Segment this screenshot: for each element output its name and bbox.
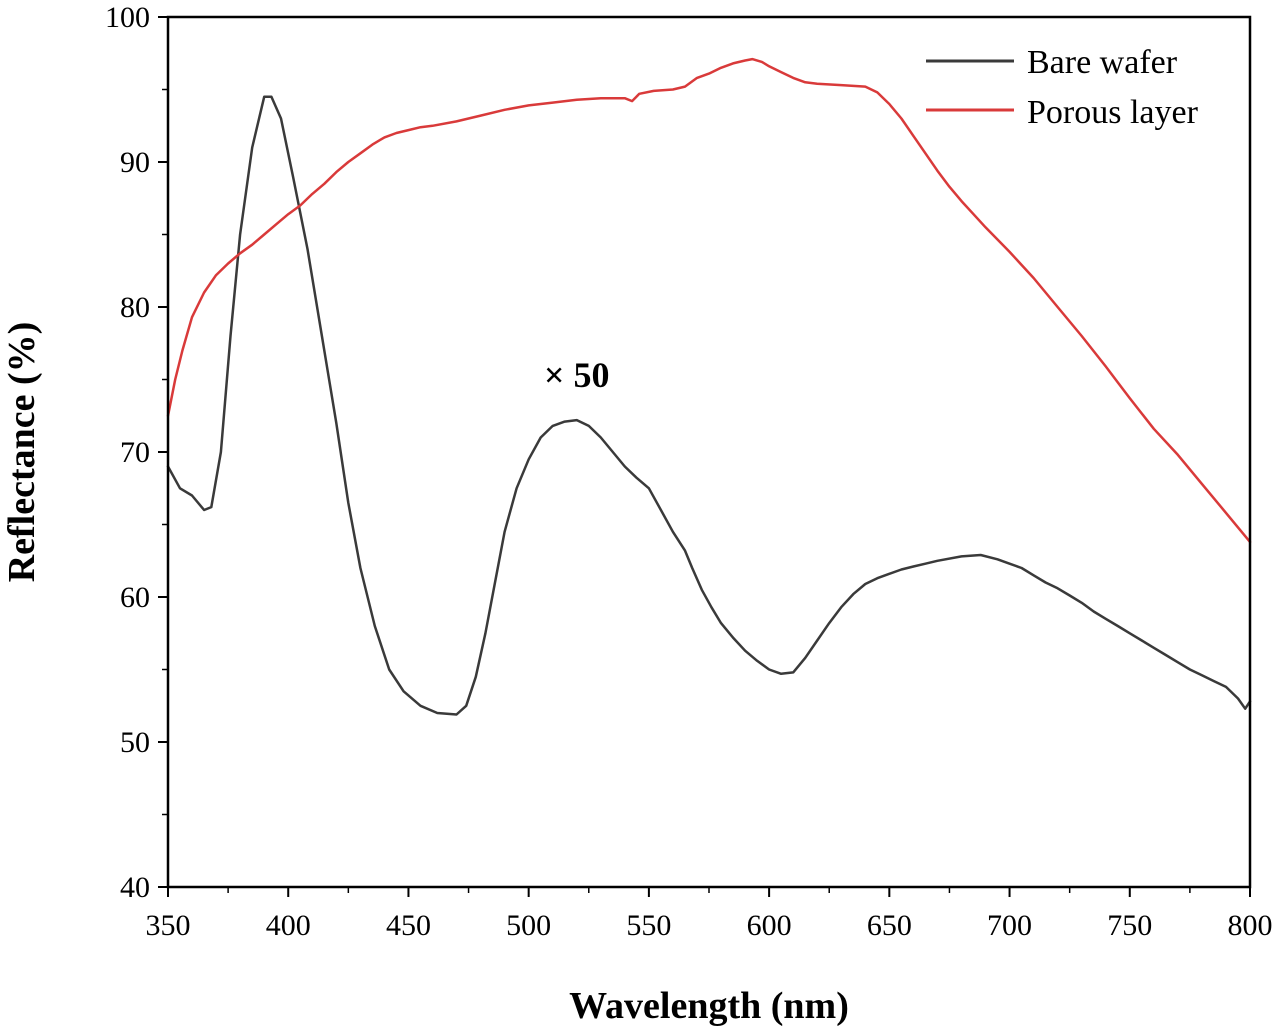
- legend-label-porous-layer: Porous layer: [1027, 94, 1199, 131]
- legend-label-bare-wafer: Bare wafer: [1027, 44, 1178, 81]
- x-tick-label: 500: [506, 909, 551, 942]
- series-line-porous-layer: [166, 57, 1252, 544]
- x-tick-label: 750: [1107, 909, 1152, 942]
- y-tick-label: 70: [120, 436, 150, 469]
- x-tick-label: 550: [626, 909, 671, 942]
- scale-annotation: × 50: [544, 355, 610, 395]
- y-tick-label: 50: [120, 726, 150, 759]
- y-tick-label: 100: [105, 1, 150, 34]
- x-axis-title: Wavelength (nm): [569, 985, 849, 1027]
- y-axis-title: Reflectance (%): [1, 322, 43, 583]
- x-tick-label: 350: [146, 909, 191, 942]
- series-layer: [166, 57, 1252, 716]
- series-line-bare-wafer: [166, 95, 1252, 716]
- x-tick-label: 400: [266, 909, 311, 942]
- y-tick-label: 60: [120, 581, 150, 614]
- legend: Bare wafer Porous layer: [926, 44, 1199, 131]
- x-tick-label: 600: [747, 909, 792, 942]
- y-tick-label: 40: [120, 871, 150, 904]
- x-tick-label: 800: [1228, 909, 1273, 942]
- ticks-layer: 350 400 450 500 550 600 650 700 750 800 40 50 60 70 80…: [105, 1, 1273, 942]
- plot-frame: [166, 15, 1252, 889]
- x-tick-label: 450: [386, 909, 431, 942]
- x-tick-label: 650: [867, 909, 912, 942]
- x-tick-label: 700: [987, 909, 1032, 942]
- y-tick-label: 90: [120, 146, 150, 179]
- y-tick-label: 80: [120, 291, 150, 324]
